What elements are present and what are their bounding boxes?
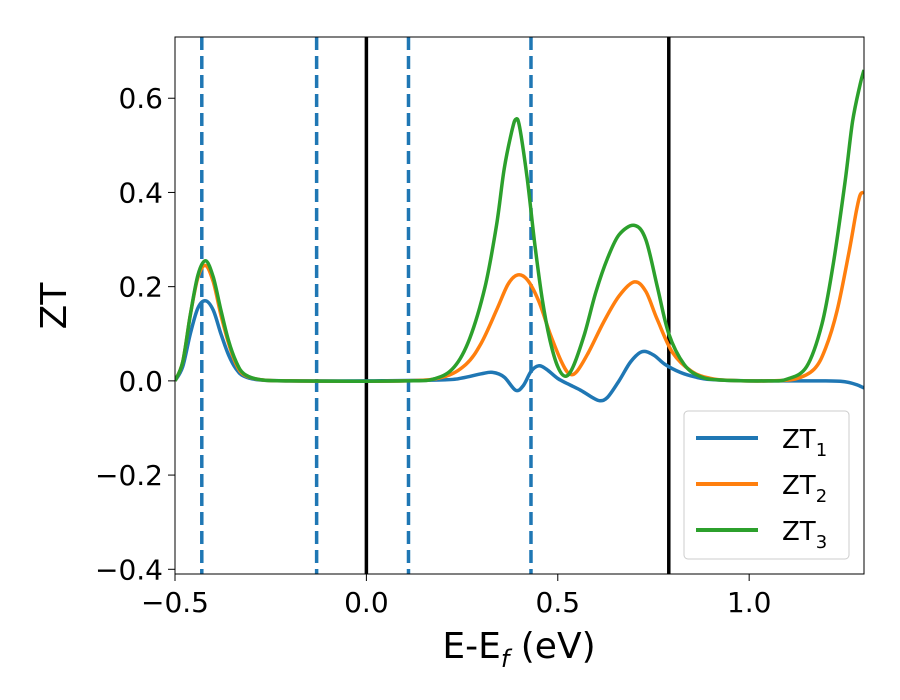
series-line-zt3 xyxy=(175,69,864,383)
series-line-zt2 xyxy=(175,190,864,383)
x-tick-label: 1.0 xyxy=(727,586,772,619)
legend-label-subscript: 3 xyxy=(816,532,827,553)
legend-label-main: ZT xyxy=(782,425,816,455)
legend-label-main: ZT xyxy=(782,471,816,501)
series-lines xyxy=(175,69,864,403)
legend-label-zt2: ZT2 xyxy=(782,471,827,507)
x-axis-title: E-Ef (eV) xyxy=(442,626,595,673)
legend-label-subscript: 2 xyxy=(816,486,827,507)
y-axis-title: ZT xyxy=(34,282,75,330)
y-tick-label: 0.0 xyxy=(118,365,163,398)
legend-label-main: ZT xyxy=(782,517,816,547)
reference-lines xyxy=(200,37,671,574)
legend-label-subscript: 1 xyxy=(816,440,827,461)
x-tick-label: −0.5 xyxy=(141,586,209,619)
x-tick-label: 0.5 xyxy=(536,586,581,619)
series-line-zt1 xyxy=(175,299,864,403)
legend-label-zt3: ZT3 xyxy=(782,517,827,553)
legend-label-zt1: ZT1 xyxy=(782,425,827,461)
y-tick-label: 0.4 xyxy=(118,176,163,209)
plot-frame xyxy=(174,36,865,575)
y-axis: −0.4 −0.2 0.0 0.2 0.4 0.6 xyxy=(95,82,175,586)
y-tick-label: −0.2 xyxy=(95,459,163,492)
y-tick-label: 0.6 xyxy=(118,82,163,115)
y-tick-label: 0.2 xyxy=(118,271,163,304)
y-tick-label: −0.4 xyxy=(95,553,163,586)
x-axis: −0.5 0.0 0.5 1.0 xyxy=(141,574,771,619)
x-tick-label: 0.0 xyxy=(344,586,389,619)
legend-box xyxy=(683,410,850,560)
x-axis-title-main: E-E xyxy=(442,626,500,667)
x-axis-title-suffix: (eV) xyxy=(509,626,595,667)
